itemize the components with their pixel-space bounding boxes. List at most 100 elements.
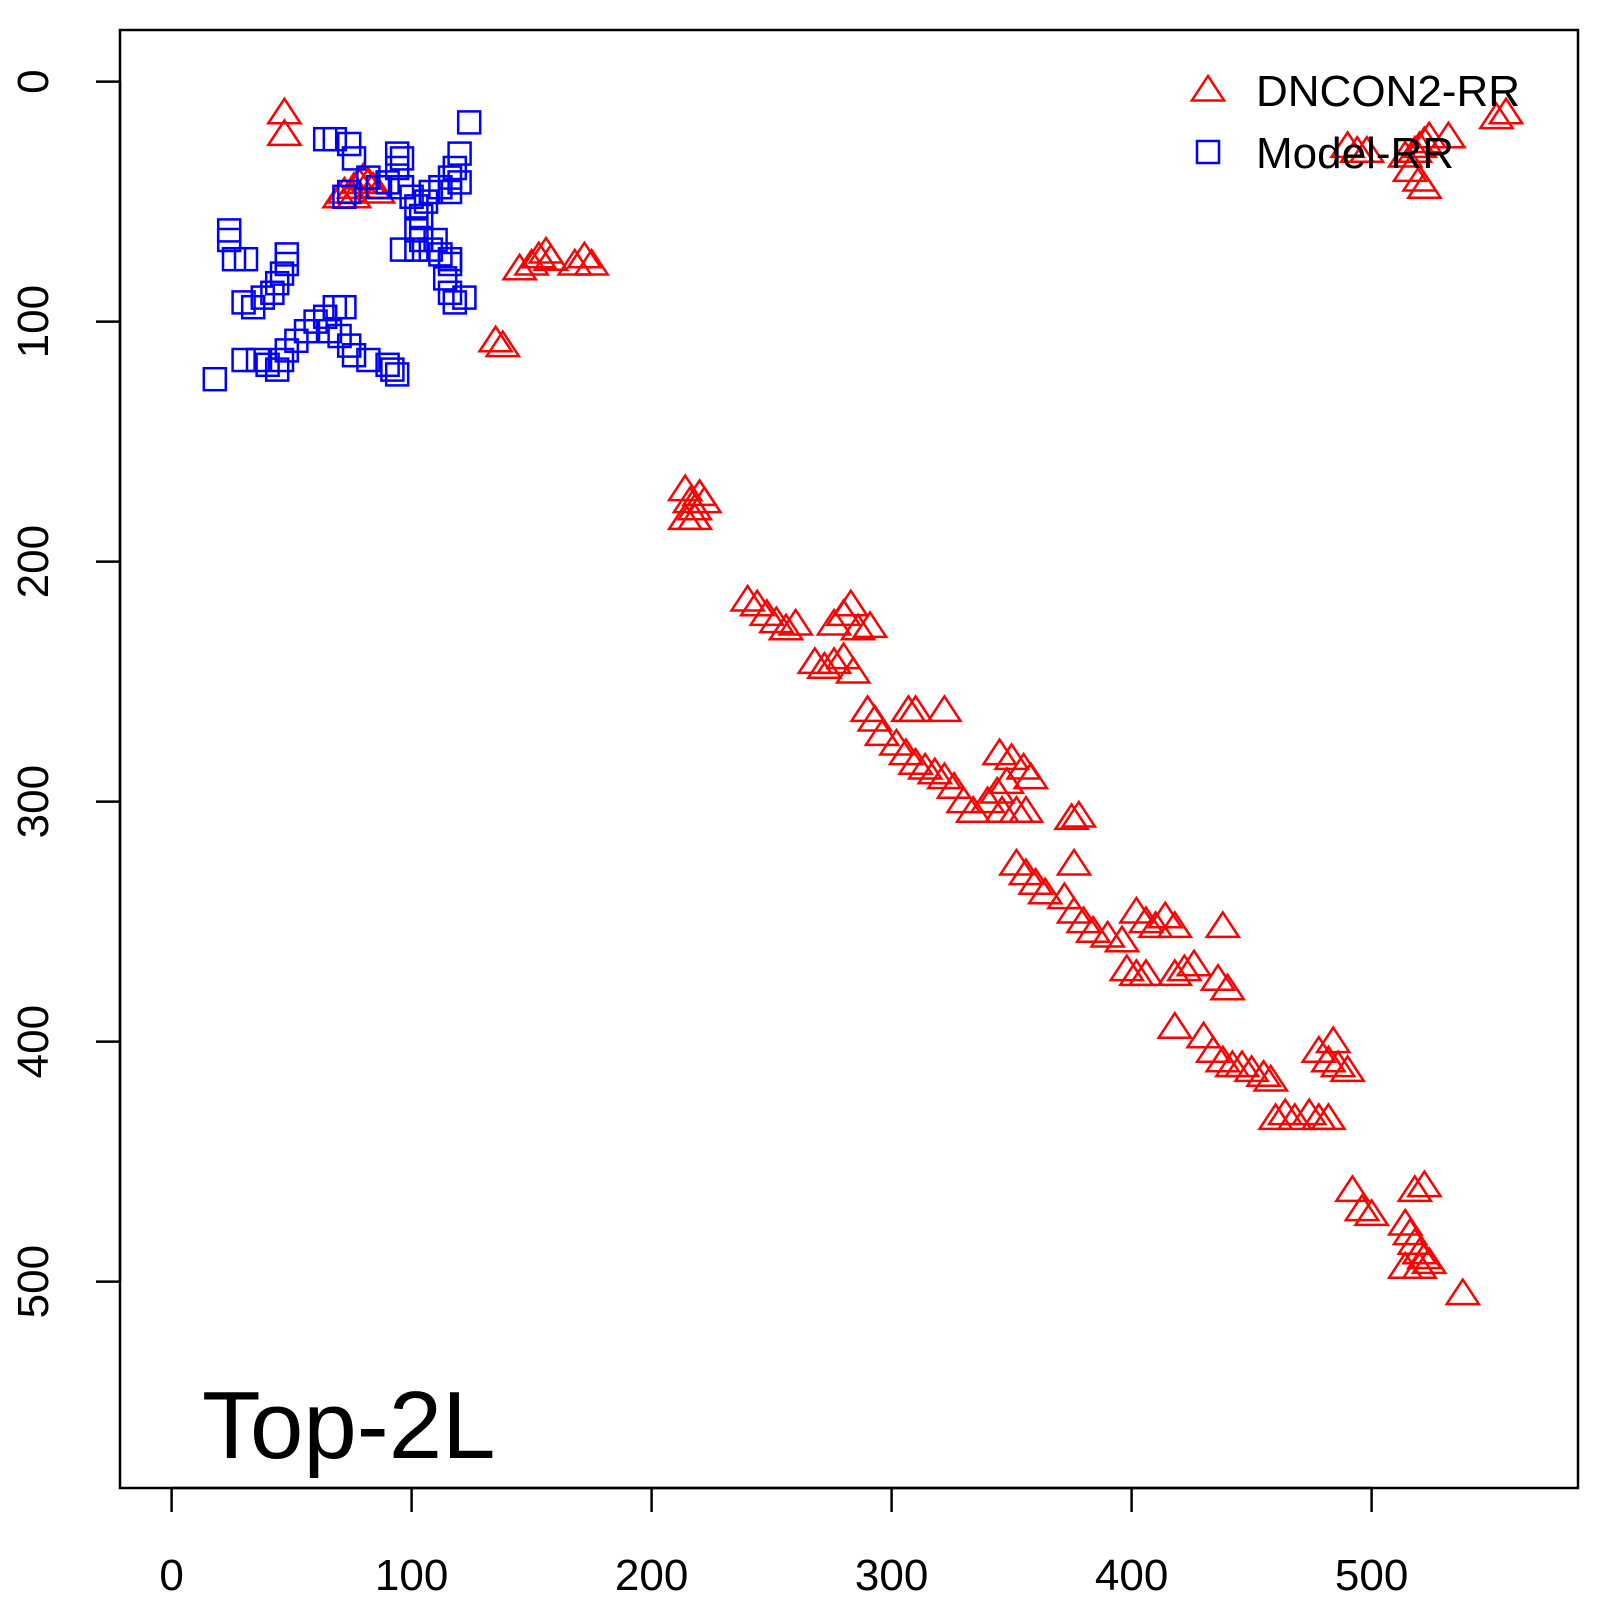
data-point-model: [428, 174, 453, 200]
data-point-dncon2: [1165, 953, 1203, 982]
data-point-dncon2: [897, 746, 935, 775]
legend-marker-dncon2: [1189, 73, 1227, 102]
data-point-model: [404, 237, 429, 262]
data-point-model: [384, 141, 410, 166]
data-point-dncon2: [1386, 1207, 1424, 1236]
data-point-model: [418, 179, 444, 205]
data-point-dncon2: [1343, 1193, 1381, 1222]
data-point-dncon2: [1353, 1198, 1391, 1227]
data-point-model: [341, 342, 367, 368]
data-point-model: [389, 146, 415, 171]
data-point-dncon2: [1314, 1025, 1352, 1054]
data-point-model: [447, 141, 472, 166]
data-point-dncon2: [685, 485, 723, 514]
points-layer: [202, 96, 1525, 1306]
data-point-model: [375, 352, 400, 378]
data-point-model: [447, 170, 472, 195]
data-point-dncon2: [1329, 130, 1367, 159]
data-point-dncon2: [767, 612, 805, 641]
x-tick-label: 100: [375, 1551, 448, 1600]
data-point-dncon2: [1477, 101, 1515, 130]
data-point-model: [274, 338, 300, 363]
data-point-dncon2: [1053, 802, 1091, 831]
legend-label: DNCON2-RR: [1256, 67, 1520, 116]
legend-label: Model-RR: [1256, 129, 1454, 178]
data-point-dncon2: [1185, 1020, 1223, 1049]
data-point-model: [336, 333, 362, 358]
data-point-dncon2: [1257, 1102, 1295, 1131]
data-point-dncon2: [1429, 120, 1467, 149]
data-point-dncon2: [1487, 96, 1525, 125]
data-point-dncon2: [477, 324, 515, 353]
y-tick-label: 400: [9, 1005, 58, 1078]
data-point-dncon2: [1175, 948, 1213, 977]
data-point-dncon2: [1405, 170, 1443, 199]
data-point-model: [384, 362, 410, 387]
data-point-model: [336, 179, 362, 205]
y-tick-label: 200: [9, 525, 58, 598]
legend: DNCON2-RR Model-RR: [1189, 67, 1520, 178]
data-point-model: [437, 251, 463, 277]
data-point-dncon2: [1156, 910, 1194, 939]
data-point-dncon2: [1405, 1169, 1443, 1198]
legend-marker-model: [1195, 139, 1221, 165]
data-point-dncon2: [1026, 876, 1064, 905]
data-point-dncon2: [863, 718, 901, 747]
data-point-dncon2: [1209, 972, 1247, 1001]
data-point-dncon2: [532, 242, 570, 271]
data-point-dncon2: [1396, 1226, 1434, 1255]
data-point-dncon2: [815, 646, 853, 675]
x-tick-label: 400: [1095, 1551, 1168, 1600]
data-point-model: [389, 174, 415, 200]
data-point-dncon2: [1319, 1049, 1357, 1078]
data-point-dncon2: [1108, 953, 1146, 982]
data-point-dncon2: [916, 756, 954, 785]
data-point-dncon2: [1444, 1277, 1482, 1306]
data-point-model: [356, 165, 381, 190]
data-point-model: [399, 184, 424, 210]
data-point-model: [312, 126, 338, 152]
data-point-dncon2: [1156, 1010, 1194, 1039]
data-point-dncon2: [993, 742, 1031, 771]
data-point-model: [356, 347, 381, 373]
data-point-model: [365, 174, 391, 200]
data-point-dncon2: [729, 583, 767, 612]
data-point-dncon2: [1309, 1044, 1347, 1073]
data-point-model: [250, 285, 276, 310]
data-point-dncon2: [1309, 1102, 1347, 1131]
data-point-dncon2: [1204, 910, 1242, 939]
data-point-model: [231, 290, 256, 315]
data-point-model: [452, 285, 477, 310]
x-tick-label: 300: [855, 1551, 928, 1600]
data-point-model: [322, 126, 348, 152]
data-point-dncon2: [1401, 130, 1439, 159]
data-point-dncon2: [265, 118, 303, 147]
data-point-model: [456, 110, 482, 135]
data-point-dncon2: [805, 650, 843, 679]
data-point-model: [413, 189, 439, 214]
data-point-dncon2: [1137, 910, 1175, 939]
data-point-model: [233, 246, 259, 272]
data-point-model: [404, 194, 429, 219]
data-point-dncon2: [1055, 847, 1093, 876]
y-tick-label: 0: [9, 69, 58, 93]
data-point-model: [255, 352, 280, 378]
panel-label: Top-2L: [202, 1372, 496, 1479]
data-point-model: [408, 203, 434, 229]
data-point-dncon2: [954, 794, 992, 823]
data-point-dncon2: [969, 785, 1007, 814]
plot-frame: [118, 28, 1580, 1490]
data-point-model: [231, 347, 256, 373]
data-point-dncon2: [359, 175, 397, 204]
data-point-model: [332, 184, 357, 210]
data-point-model: [317, 318, 343, 344]
data-point-model: [264, 357, 290, 382]
data-point-dncon2: [796, 646, 834, 675]
data-point-dncon2: [573, 247, 611, 276]
data-point-dncon2: [1245, 1058, 1283, 1087]
data-point-model: [240, 294, 266, 320]
data-point-model: [380, 357, 405, 382]
data-point-dncon2: [777, 607, 815, 636]
data-point-dncon2: [676, 502, 714, 531]
